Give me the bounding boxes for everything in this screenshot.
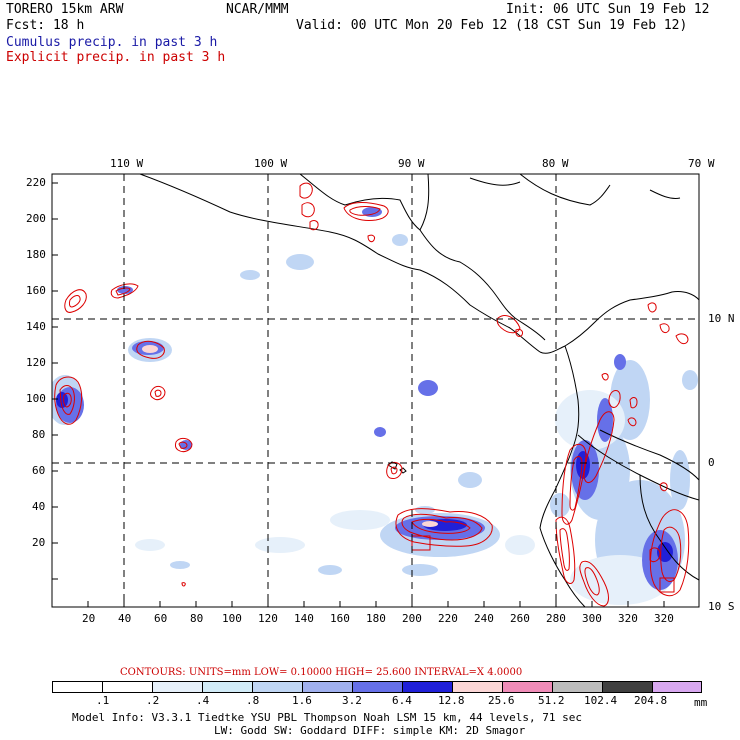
y-tick-label: 100: [26, 392, 46, 405]
y-tick-label: 20: [32, 536, 46, 549]
lon-label-70w: 70 W: [688, 157, 715, 170]
legend-swatch: [602, 681, 653, 693]
lat-label-10n: 10 N: [708, 312, 735, 325]
x-tick-label: 40: [118, 612, 132, 625]
x-tick-label: 320: [618, 612, 638, 625]
x-tick-label: 260: [510, 612, 530, 625]
y-tick-label: 120: [26, 356, 46, 369]
legend-value: .1: [96, 694, 110, 707]
x-tick-label: 20: [82, 612, 96, 625]
legend-swatch: [202, 681, 253, 693]
legend-value: 3.2: [342, 694, 362, 707]
explicit-contours: [54, 182, 690, 607]
lat-label-10s: 10 S: [708, 600, 735, 613]
y-tick-label: 160: [26, 284, 46, 297]
legend-value: 1.6: [292, 694, 312, 707]
init-time: Init: 06 UTC Sun 19 Feb 12: [506, 2, 710, 17]
x-tick-label: 80: [190, 612, 204, 625]
org-label: NCAR/MMM: [226, 2, 289, 17]
lon-label-100w: 100 W: [254, 157, 288, 170]
coastlines: [139, 174, 699, 607]
lat-label-0: 0: [708, 456, 715, 469]
legend-swatch: [452, 681, 503, 693]
y-tick-label: 220: [26, 176, 46, 189]
legend-colorbar: [52, 681, 702, 693]
legend-swatch: [552, 681, 603, 693]
legend-swatch: [52, 681, 103, 693]
x-tick-label: 100: [222, 612, 242, 625]
lon-label-80w: 80 W: [542, 157, 569, 170]
lon-label-90w: 90 W: [398, 157, 425, 170]
y-tick-label: 180: [26, 248, 46, 261]
x-tick-label: 280: [546, 612, 566, 625]
y-tick-label: 200: [26, 212, 46, 225]
x-tick-label: 60: [154, 612, 168, 625]
x-tick-label: 240: [474, 612, 494, 625]
legend-swatch: [502, 681, 553, 693]
legend-value: 51.2: [538, 694, 565, 707]
legend-value: .2: [146, 694, 160, 707]
model-info-line-1: Model Info: V3.3.1 Tiedtke YSU PBL Thomp…: [72, 711, 582, 724]
axis-ticks: [52, 182, 665, 607]
legend-swatch: [402, 681, 453, 693]
legend-swatch: [252, 681, 303, 693]
legend-value: 12.8: [438, 694, 465, 707]
x-tick-label: 300: [582, 612, 602, 625]
model-title: TORERO 15km ARW: [6, 2, 124, 17]
y-tick-label: 140: [26, 320, 46, 333]
valid-time: Valid: 00 UTC Mon 20 Feb 12 (18 CST Sun …: [296, 18, 688, 33]
y-tick-label: 40: [32, 500, 46, 513]
x-tick-label: 160: [330, 612, 350, 625]
legend-value: .4: [196, 694, 210, 707]
legend-value: 6.4: [392, 694, 412, 707]
x-tick-label: 200: [402, 612, 422, 625]
y-tick-label: 80: [32, 428, 46, 441]
legend-swatch: [102, 681, 153, 693]
x-tick-label: 220: [438, 612, 458, 625]
legend-value: 25.6: [488, 694, 515, 707]
y-tick-label: 60: [32, 464, 46, 477]
lon-label-110w: 110 W: [110, 157, 144, 170]
legend-swatch: [302, 681, 353, 693]
graticule: [52, 174, 699, 607]
explicit-precip-label: Explicit precip. in past 3 h: [6, 50, 226, 65]
contours-info: CONTOURS: UNITS=mm LOW= 0.10000 HIGH= 25…: [120, 667, 523, 678]
legend-value: .8: [246, 694, 260, 707]
legend-swatch: [652, 681, 702, 693]
model-info-line-2: LW: Godd SW: Goddard DIFF: simple KM: 2D…: [214, 724, 526, 737]
x-tick-label: 180: [366, 612, 386, 625]
x-tick-label: 120: [258, 612, 278, 625]
precip-field: [52, 174, 699, 607]
x-tick-label-last: 320: [654, 612, 674, 625]
legend-swatch: [152, 681, 203, 693]
legend-value: 102.4: [584, 694, 618, 707]
legend-value: 204.8: [634, 694, 668, 707]
light-explicit-areas: [142, 345, 438, 527]
legend-swatch: [352, 681, 403, 693]
x-tick-label: 140: [294, 612, 314, 625]
cumulus-precip-label: Cumulus precip. in past 3 h: [6, 35, 218, 50]
legend-unit: mm: [694, 696, 708, 709]
forecast-hour: Fcst: 18 h: [6, 18, 85, 33]
